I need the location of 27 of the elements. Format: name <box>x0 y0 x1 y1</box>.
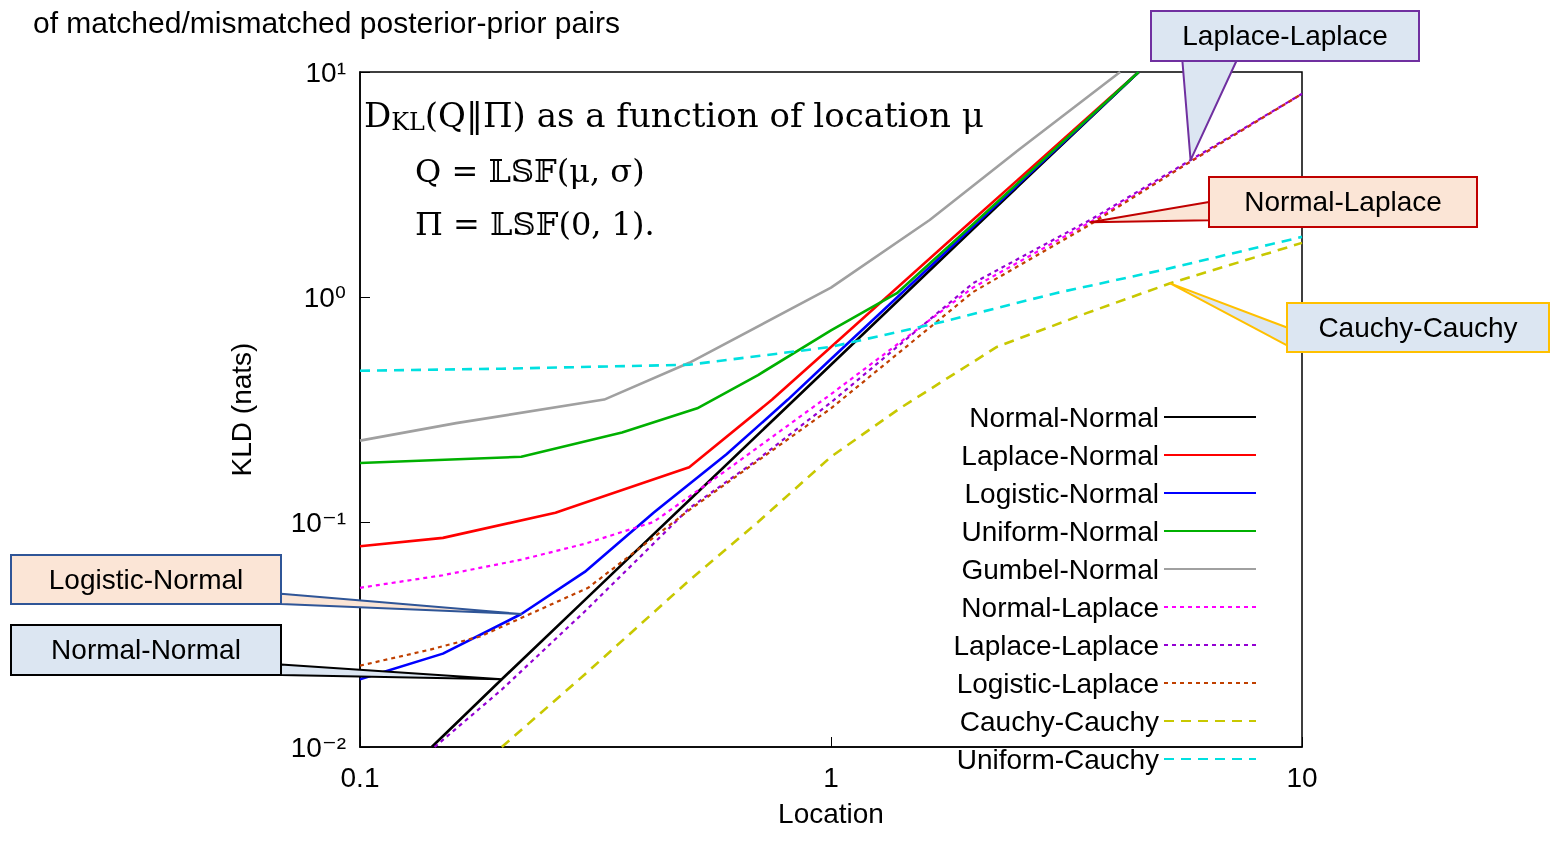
chart-title: of matched/mismatched posterior-prior pairs <box>33 5 620 39</box>
legend-label: Laplace-Normal <box>961 439 1159 471</box>
legend-label: Logistic-Laplace <box>956 667 1159 699</box>
x-tick-label: 1 <box>823 761 839 793</box>
x-tick-label: 10 <box>1286 761 1318 793</box>
legend-label: Uniform-Normal <box>961 515 1159 547</box>
x-axis-title: Location <box>778 797 884 829</box>
text: Normal-Normal <box>10 624 282 676</box>
annotation: Π = 𝕃𝕊𝔽(0, 1). <box>415 205 655 243</box>
legend-label: Logistic-Normal <box>964 477 1159 509</box>
y-tick-label: 10⁻¹ <box>290 506 346 538</box>
legend-label: Laplace-Laplace <box>953 629 1159 661</box>
y-tick-label: 10⁻² <box>290 731 346 763</box>
text: Cauchy-Cauchy <box>1286 302 1550 353</box>
legend-label: Normal-Laplace <box>961 591 1159 623</box>
text: Logistic-Normal <box>10 554 282 605</box>
x-tick-label: 0.1 <box>340 761 380 793</box>
annotation: Q = 𝕃𝕊𝔽(μ, σ) <box>415 152 645 190</box>
y-tick-label: 10¹ <box>305 56 346 88</box>
legend-label: Cauchy-Cauchy <box>959 705 1159 737</box>
legend-label: Uniform-Cauchy <box>956 743 1159 775</box>
annotation: Normal-Laplace <box>1208 176 1478 228</box>
y-tick-label: 10⁰ <box>303 281 346 313</box>
y-axis-title: KLD (nats) <box>225 342 257 477</box>
legend-label: Gumbel-Normal <box>961 553 1159 585</box>
legend-label: Normal-Normal <box>969 401 1159 433</box>
text: Laplace-Laplace <box>1150 10 1420 62</box>
